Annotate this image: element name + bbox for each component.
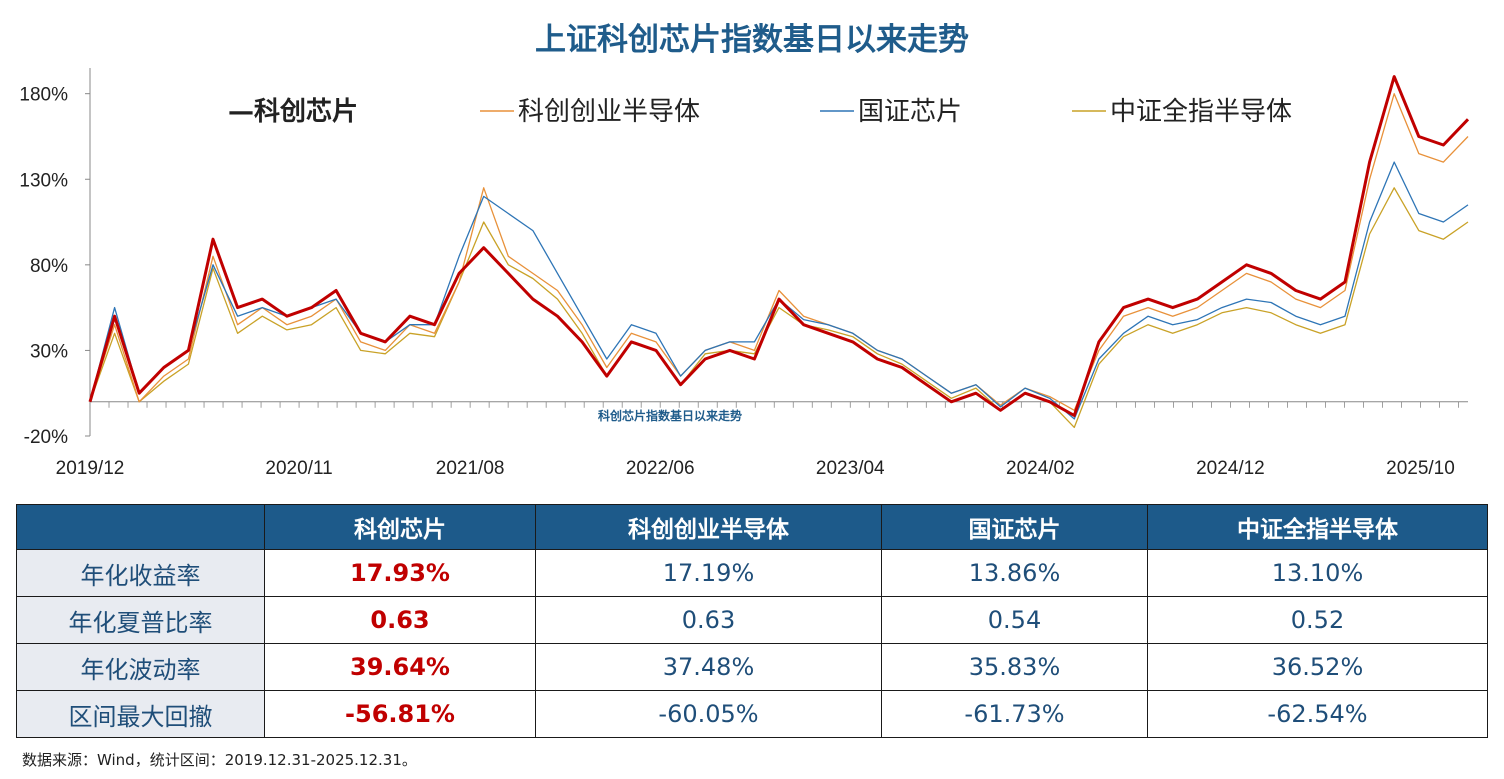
legend-label: 国证芯片 xyxy=(858,97,962,127)
y-tick-label: -20% xyxy=(24,427,68,448)
row-label: 年化夏普比率 xyxy=(16,596,265,644)
table-row: 年化波动率 39.64% 37.48% 35.83% 36.52% xyxy=(16,643,1488,691)
x-tick-label: 2024/02 xyxy=(1006,458,1075,479)
table-row: 年化收益率 17.93% 17.19% 13.86% 13.10% xyxy=(16,549,1488,597)
table-cell: 35.83% xyxy=(881,643,1148,691)
x-tick-label: 2023/04 xyxy=(816,458,885,479)
data-source-note: 数据来源：Wind，统计区间：2019.12.31-2025.12.31。 xyxy=(22,751,417,769)
legend: —科创芯片 科创创业半导体 国证芯片 中证全指半导体 xyxy=(228,97,1292,127)
table-row: 年化夏普比率 0.63 0.63 0.54 0.52 xyxy=(16,596,1488,644)
table-cell: 13.86% xyxy=(881,549,1148,597)
table-cell: 0.63 xyxy=(264,596,536,644)
x-axis: 2019/12 2020/11 2021/08 2022/06 2023/04 2024/… xyxy=(56,401,1468,479)
legend-label: —科创芯片 xyxy=(228,97,358,127)
x-tick-label: 2022/06 xyxy=(626,458,695,479)
y-tick-label: 180% xyxy=(19,85,68,106)
table-cell: 36.52% xyxy=(1147,643,1488,691)
table-cell: 13.10% xyxy=(1147,549,1488,597)
x-tick-label: 2019/12 xyxy=(56,458,125,479)
y-tick-label: 80% xyxy=(30,256,68,277)
table-cell: 39.64% xyxy=(264,643,536,691)
table-cell: -60.05% xyxy=(535,690,882,738)
y-tick-label: 130% xyxy=(19,170,68,191)
chart-watermark: 科创芯片指数基日以来走势 xyxy=(598,408,742,423)
legend-label: 中证全指半导体 xyxy=(1110,97,1292,127)
chart-title: 上证科创芯片指数基日以来走势 xyxy=(535,22,969,58)
table-cell: 37.48% xyxy=(535,643,882,691)
table-cell: 0.54 xyxy=(881,596,1148,644)
table-header-cell: 中证全指半导体 xyxy=(1147,504,1488,550)
table-header-cell: 科创芯片 xyxy=(264,504,536,550)
table-cell: -61.73% xyxy=(881,690,1148,738)
table-cell: 17.19% xyxy=(535,549,882,597)
table-cell: -56.81% xyxy=(264,690,536,738)
legend-label: 科创创业半导体 xyxy=(518,97,700,127)
row-label: 区间最大回撤 xyxy=(16,690,265,738)
series-line-zzqz xyxy=(89,187,1469,429)
stats-table: 科创芯片 科创创业半导体 国证芯片 中证全指半导体 年化收益率 17.93% 1… xyxy=(16,504,1488,738)
x-tick-label: 2020/11 xyxy=(265,458,332,479)
x-tick-label: 2025/10 xyxy=(1386,458,1455,479)
y-tick-label: 30% xyxy=(30,341,68,362)
line-chart: 180% 130% 80% 30% -20% 2019/12 2020/11 2021/08… xyxy=(19,68,1470,479)
table-header-cell: 科创创业半导体 xyxy=(535,504,882,550)
x-tick-label: 2021/08 xyxy=(436,458,505,479)
y-axis: 180% 130% 80% 30% -20% xyxy=(19,68,91,448)
table-header-cell xyxy=(16,504,265,550)
table-row: 区间最大回撤 -56.81% -60.05% -61.73% -62.54% xyxy=(16,690,1488,738)
table-cell: 0.52 xyxy=(1147,596,1488,644)
table-cell: 0.63 xyxy=(535,596,882,644)
series-line-kccy xyxy=(89,93,1469,411)
series-lines xyxy=(88,75,1470,429)
table-header-row: 科创芯片 科创创业半导体 国证芯片 中证全指半导体 xyxy=(16,504,1488,550)
row-label: 年化波动率 xyxy=(16,643,265,691)
x-tick-label: 2024/12 xyxy=(1196,458,1265,479)
row-label: 年化收益率 xyxy=(16,549,265,597)
series-line-kcxp xyxy=(88,75,1470,417)
table-cell: 17.93% xyxy=(264,549,536,597)
table-cell: -62.54% xyxy=(1147,690,1488,738)
table-header-cell: 国证芯片 xyxy=(881,504,1148,550)
